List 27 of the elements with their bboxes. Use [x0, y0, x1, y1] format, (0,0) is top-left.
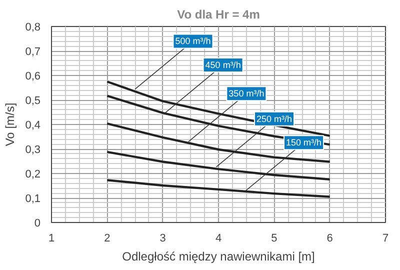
y-tick-label: 0,5: [25, 95, 41, 107]
y-tick-label: 0: [34, 218, 41, 230]
y-tick-label: 0,1: [25, 193, 41, 205]
annotation: 150 m³/h: [286, 138, 322, 148]
y-tick-label: 0,6: [25, 70, 41, 82]
x-tick-label: 7: [382, 232, 389, 244]
y-axis-title: Vo [m/s]: [3, 102, 18, 146]
x-tick-label: 2: [104, 232, 110, 244]
chart-title: Vo dla Hr = 4m: [177, 8, 260, 22]
y-tick-label: 0,3: [25, 144, 41, 156]
annotation: 350 m³/h: [228, 88, 264, 99]
line-series: [106, 122, 331, 163]
line-series: [106, 150, 331, 180]
annotation: 500 m³/h: [175, 36, 211, 46]
x-tick-label: 6: [326, 232, 333, 244]
annotation: 450 m³/h: [205, 60, 241, 70]
x-tick-label: 4: [215, 232, 222, 244]
annotation: 250 m³/h: [256, 114, 292, 124]
y-tick-label: 0,4: [25, 120, 41, 132]
x-tick-label: 5: [271, 232, 278, 244]
y-tick-label: 0,2: [25, 168, 41, 180]
x-axis-title: Odległość między nawiewnikami [m]: [122, 250, 315, 264]
y-tick-label: 0,7: [25, 46, 41, 58]
line-series: [106, 179, 331, 198]
y-tick-label: 0,8: [25, 22, 41, 34]
x-tick-label: 3: [160, 232, 166, 244]
x-tick-label: 1: [48, 232, 55, 244]
